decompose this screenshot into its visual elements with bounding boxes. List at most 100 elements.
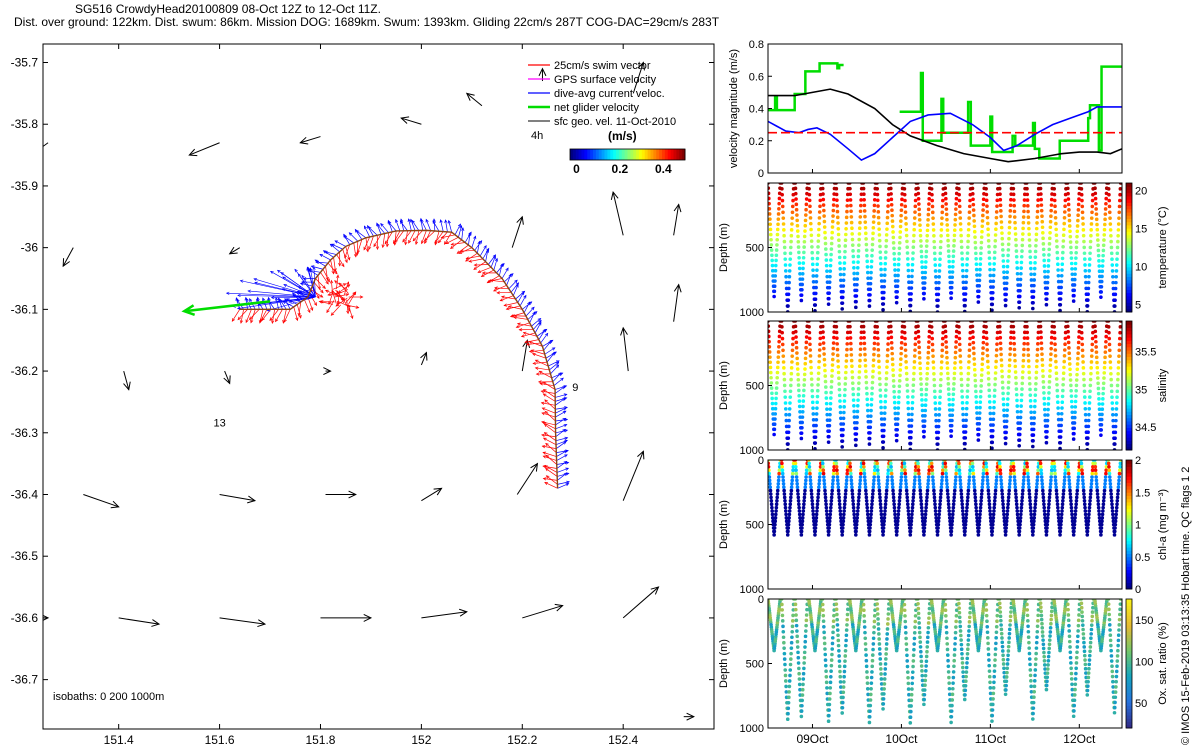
profile-sample [1118, 336, 1122, 341]
profile-sample [843, 659, 847, 663]
map-colorbar-cell [601, 149, 605, 160]
profile-sample [895, 422, 900, 427]
profile-sample [1001, 499, 1005, 503]
profile-sample [905, 383, 910, 388]
profile-sample [879, 267, 883, 272]
profile-sample [1012, 203, 1016, 208]
profile-sample [988, 273, 993, 278]
profile-sample [930, 210, 935, 215]
swim-vector [343, 281, 349, 296]
profile-sample [978, 262, 983, 266]
profile-sample [1082, 492, 1086, 496]
profile-sample [883, 394, 888, 398]
swim-vector-head [346, 284, 351, 288]
profile-sample [802, 245, 806, 249]
profile-sample [1094, 471, 1098, 476]
profile-sample [837, 664, 842, 669]
profile-sample [963, 529, 967, 534]
swim-vector [543, 478, 558, 481]
profile-sample [804, 335, 809, 339]
profile-sample [872, 197, 877, 202]
profile-sample [824, 401, 829, 406]
profile-sample [768, 468, 771, 473]
profile-sample [793, 461, 798, 466]
profile-sample [1022, 471, 1027, 476]
profile-sample [991, 519, 995, 524]
profile-sample [1035, 347, 1040, 352]
profile-sample [1068, 367, 1072, 372]
profile-sample [831, 208, 836, 213]
profile-sample [909, 519, 914, 524]
profile-sample [882, 411, 887, 416]
map-colorbar-cell [659, 149, 663, 160]
profile-sample [977, 522, 981, 527]
profile-sample [795, 367, 800, 371]
profile-sample [845, 617, 850, 622]
profile-sample [811, 406, 815, 410]
profile-sample [914, 465, 918, 469]
profile-sample [1075, 367, 1080, 372]
profile-colorbar-cell [1126, 582, 1132, 587]
profile-sample [769, 243, 774, 247]
profile-sample [1062, 359, 1067, 364]
profile-sample [981, 202, 986, 207]
geo-vector-head [228, 246, 238, 255]
swim-vector-head [352, 291, 356, 296]
profile-sample [768, 222, 773, 227]
profile-sample [865, 681, 870, 685]
profile-sample [984, 461, 988, 466]
profile-sample [1013, 364, 1018, 369]
profile-sample [774, 505, 779, 510]
current-vector [400, 219, 405, 231]
profile-sample [885, 485, 889, 490]
profile-sample [961, 280, 966, 285]
profile-sample [1061, 233, 1066, 238]
profile-sample [1020, 237, 1025, 242]
profile-sample [1071, 437, 1076, 441]
swim-vector-head [541, 412, 546, 416]
profile-sample [953, 223, 957, 227]
profile-sample [870, 380, 875, 385]
profile-sample [933, 502, 937, 507]
profile-sample [823, 368, 827, 373]
profile-dots [768, 183, 1122, 312]
current-vector-head [564, 418, 569, 422]
profile-sample [933, 269, 938, 273]
swim-vector [315, 278, 326, 289]
profile-sample [1102, 495, 1106, 500]
profile-sample [870, 248, 875, 252]
profile-sample [768, 324, 771, 328]
profile-sample [863, 485, 868, 490]
profile-sample [1053, 342, 1057, 347]
swim-vector-head [544, 482, 548, 485]
profile-sample [773, 412, 778, 416]
profile-sample [789, 371, 794, 376]
profile-sample [818, 471, 822, 476]
profile-sample [917, 207, 921, 212]
profile-sample [1066, 329, 1070, 334]
profile-sample [1066, 468, 1071, 473]
profile-sample [1104, 339, 1108, 344]
current-vector-head [563, 423, 568, 427]
profile-sample [862, 625, 867, 629]
profile-sample [821, 203, 826, 207]
legend-label-swim: 25cm/s swim vector [554, 60, 651, 72]
profile-sample [926, 350, 931, 355]
profile-sample [1039, 346, 1044, 351]
profile-sample [987, 250, 991, 255]
profile-sample [987, 262, 992, 266]
profile-sample [895, 289, 900, 294]
profile-sample [1080, 210, 1085, 215]
profile-sample [1007, 369, 1012, 373]
profile-sample [898, 362, 903, 367]
profile-sample [875, 330, 880, 335]
profile-sample [1041, 374, 1045, 379]
profile-sample [1012, 209, 1017, 214]
swim-vector [333, 257, 336, 272]
profile-sample [908, 529, 913, 534]
profile-sample [865, 686, 870, 691]
swim-vector-head [316, 295, 320, 299]
profile-sample [1094, 355, 1099, 360]
profile-sample [1027, 485, 1031, 490]
swim-vector [231, 309, 241, 322]
